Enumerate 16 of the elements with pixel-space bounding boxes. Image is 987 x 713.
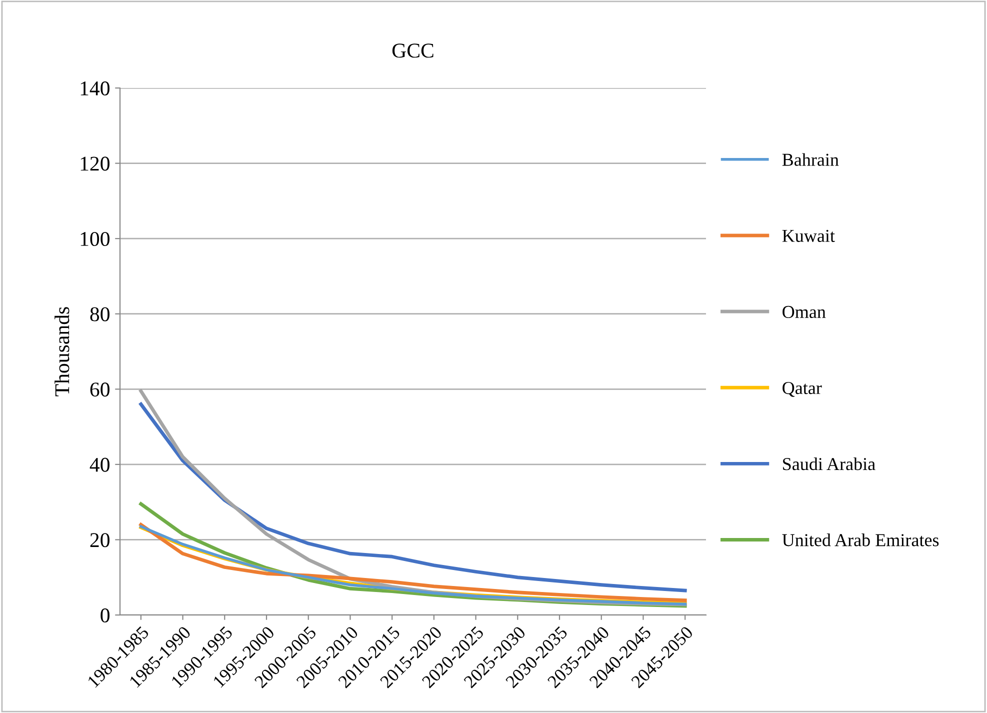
legend-label: Oman <box>782 306 826 318</box>
legend-label: Saudi Arabia <box>783 457 876 470</box>
y-tick-label: 40 <box>90 458 110 472</box>
chart-title: GCC <box>392 44 434 58</box>
legend-label: Kuwait <box>782 230 835 242</box>
y-tick-label: 120 <box>80 156 110 171</box>
y-tick-label: 100 <box>80 232 110 246</box>
y-axis-title: Thousands <box>54 307 70 396</box>
legend-label: Bahrain <box>782 153 839 166</box>
legend-label: Qatar <box>782 382 822 397</box>
y-tick-label: 0 <box>100 608 110 622</box>
y-tick-label: 60 <box>90 382 110 397</box>
legend-label: United Arab Emirates <box>782 534 939 546</box>
y-tick-label: 140 <box>80 81 110 96</box>
y-tick-label: 80 <box>90 307 110 322</box>
y-tick-label: 20 <box>90 533 110 548</box>
